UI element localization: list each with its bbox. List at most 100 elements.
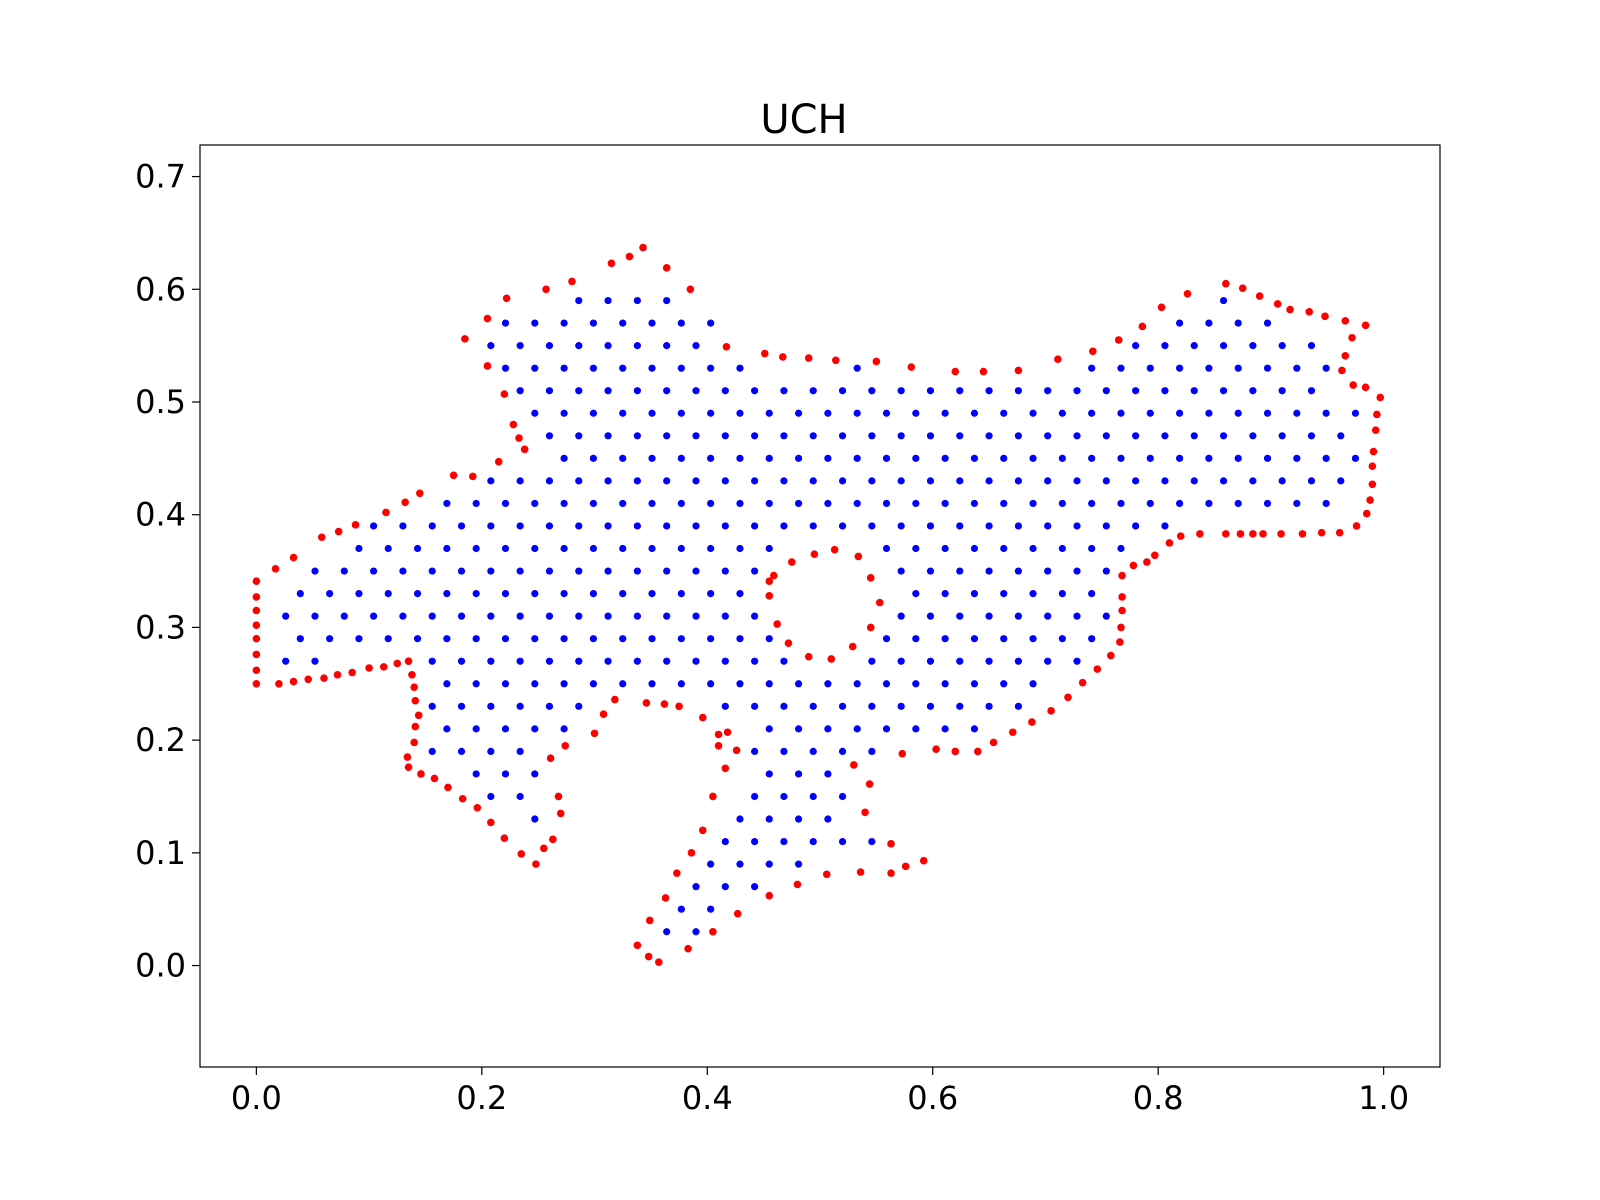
interior-point xyxy=(707,499,715,508)
boundary-point xyxy=(1273,300,1282,308)
x-tick-label: 0.8 xyxy=(1133,1079,1184,1117)
interior-point xyxy=(619,454,627,462)
boundary-point xyxy=(458,794,467,803)
interior-point xyxy=(912,499,920,508)
interior-point xyxy=(765,815,773,823)
interior-point xyxy=(1132,477,1140,485)
interior-point xyxy=(809,837,817,846)
interior-point xyxy=(619,544,627,553)
interior-point xyxy=(633,567,641,575)
interior-point xyxy=(838,432,847,440)
interior-point xyxy=(853,499,861,508)
interior-point xyxy=(633,657,641,665)
interior-point xyxy=(926,522,935,530)
boundary-point xyxy=(854,552,863,561)
interior-point xyxy=(1234,364,1242,372)
interior-point xyxy=(721,702,729,710)
boundary-point xyxy=(1118,593,1126,601)
interior-point xyxy=(663,567,671,575)
boundary-point xyxy=(901,862,910,871)
boundary-point xyxy=(1362,509,1371,518)
x-tick-label: 0.0 xyxy=(231,1079,282,1117)
interior-point xyxy=(619,319,627,327)
boundary-point xyxy=(848,642,857,651)
interior-point xyxy=(575,567,583,575)
interior-point xyxy=(1190,342,1198,350)
boundary-point xyxy=(348,668,356,677)
interior-point xyxy=(560,499,568,508)
interior-point xyxy=(926,387,935,395)
boundary-point xyxy=(520,445,529,454)
interior-point xyxy=(560,409,568,417)
interior-point xyxy=(1146,454,1154,462)
interior-point xyxy=(809,387,817,395)
interior-point xyxy=(1000,454,1008,462)
interior-point xyxy=(1029,635,1037,643)
x-tick-label: 0.6 xyxy=(907,1079,958,1117)
interior-point xyxy=(545,342,554,350)
boundary-point xyxy=(1151,551,1159,560)
interior-point xyxy=(736,409,744,417)
interior-point xyxy=(707,680,715,688)
interior-point xyxy=(868,747,876,756)
boundary-point xyxy=(655,958,663,966)
interior-point xyxy=(501,590,510,598)
boundary-point xyxy=(765,592,774,600)
interior-point xyxy=(531,680,539,688)
y-tick-label: 0.4 xyxy=(135,496,186,534)
interior-point xyxy=(853,680,861,688)
boundary-point xyxy=(1157,303,1166,312)
interior-point xyxy=(428,702,436,710)
interior-point xyxy=(1307,387,1316,395)
interior-point xyxy=(677,499,685,508)
interior-point xyxy=(589,590,598,598)
interior-point xyxy=(1014,702,1023,710)
interior-point xyxy=(853,725,861,733)
interior-point xyxy=(677,409,685,417)
interior-point xyxy=(370,612,378,620)
interior-point xyxy=(326,635,334,643)
interior-point xyxy=(882,544,891,553)
interior-point xyxy=(985,657,993,665)
interior-point xyxy=(531,319,539,327)
interior-point xyxy=(589,680,598,688)
interior-point xyxy=(1146,364,1154,372)
interior-point xyxy=(721,522,729,530)
interior-point xyxy=(1307,477,1316,485)
interior-point xyxy=(868,387,876,395)
boundary-point xyxy=(723,728,732,737)
boundary-point xyxy=(271,565,280,573)
interior-point xyxy=(1351,454,1360,462)
interior-point xyxy=(1249,477,1257,485)
interior-point xyxy=(1307,432,1316,440)
boundary-point xyxy=(382,508,390,517)
interior-point xyxy=(882,635,891,643)
boundary-point xyxy=(887,840,895,848)
boundary-point xyxy=(822,870,831,879)
boundary-point xyxy=(733,909,742,918)
interior-point xyxy=(809,432,817,440)
interior-point xyxy=(1029,499,1037,508)
interior-point xyxy=(751,522,759,530)
boundary-point xyxy=(1368,480,1377,489)
interior-point xyxy=(648,590,656,598)
boundary-point xyxy=(461,335,469,343)
interior-point xyxy=(794,454,803,462)
interior-point xyxy=(619,680,627,688)
boundary-point xyxy=(714,730,723,739)
interior-point xyxy=(838,387,847,395)
interior-point xyxy=(648,680,656,688)
interior-point xyxy=(765,409,773,417)
boundary-point xyxy=(765,891,774,900)
boundary-point xyxy=(549,835,557,844)
interior-point xyxy=(487,477,495,485)
interior-point xyxy=(1322,499,1330,508)
boundary-point xyxy=(1236,530,1245,538)
interior-point xyxy=(780,432,788,440)
interior-point xyxy=(501,364,510,372)
interior-point xyxy=(985,387,993,395)
interior-point xyxy=(1249,432,1257,440)
interior-point xyxy=(897,432,905,440)
interior-point xyxy=(457,522,466,530)
interior-point xyxy=(941,635,949,643)
